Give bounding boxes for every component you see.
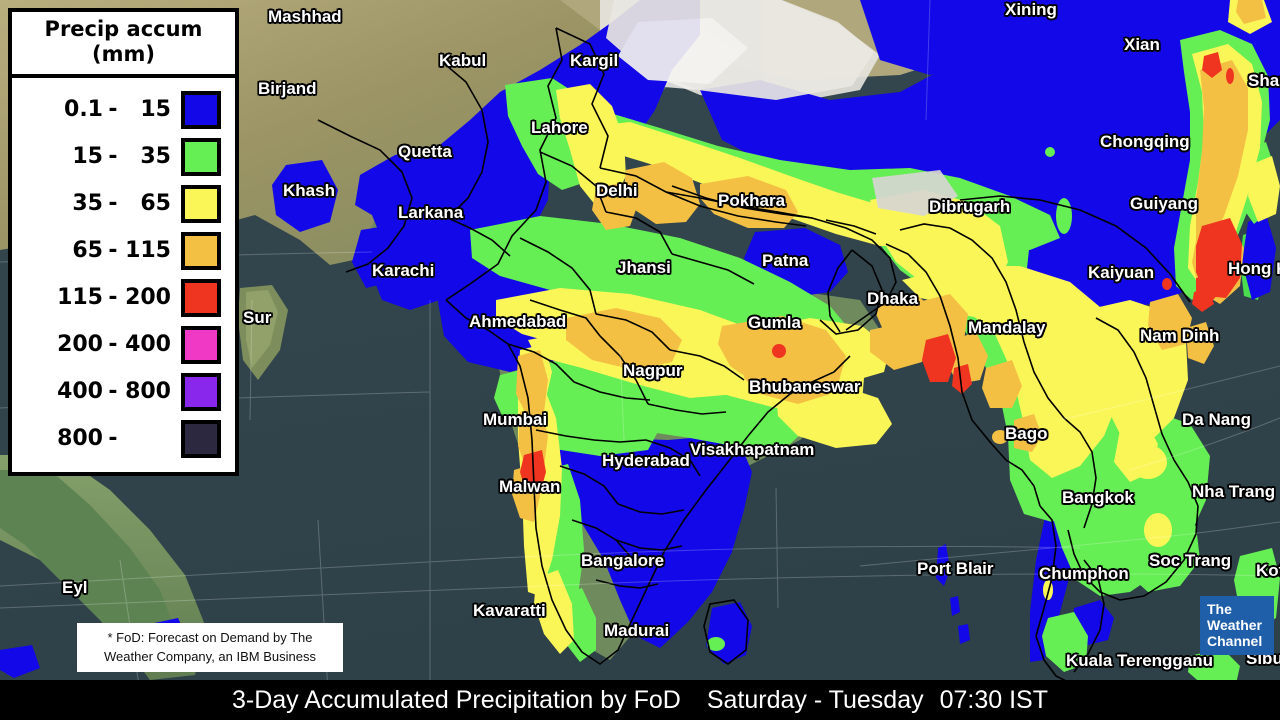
title-date-range: Saturday - Tuesday <box>706 685 924 714</box>
legend-range-dash: - <box>108 285 118 310</box>
legend-range-dash: - <box>108 332 118 357</box>
precip-band-orange <box>512 0 1266 522</box>
legend-color-swatch <box>181 231 221 270</box>
legend-color-swatch <box>181 278 221 317</box>
precip-band-red <box>520 52 1242 494</box>
legend-range-high: 115 <box>125 238 171 263</box>
footnote-line1: * FoD: Forecast on Demand by The <box>107 630 313 645</box>
legend-range-high: 400 <box>125 332 171 357</box>
legend-row: 800- <box>12 415 235 462</box>
legend-title-line1: Precip accum <box>44 17 203 41</box>
legend-range-high: 65 <box>140 191 171 216</box>
legend-row: 35-65 <box>12 180 235 227</box>
legend-row: 200-400 <box>12 321 235 368</box>
legend-title-line2: (mm) <box>92 42 155 66</box>
brand-line3: Channel <box>1207 633 1263 649</box>
legend-range-low: 200 <box>57 332 103 357</box>
legend-row: 15-35 <box>12 133 235 180</box>
brand-line2: Weather <box>1207 617 1262 633</box>
legend-rows: 0.1-15 15-35 35-65 65-115 115-200 200-400 400-… <box>12 78 235 472</box>
legend-range-text: 35-65 <box>47 191 171 216</box>
legend-color-swatch <box>181 90 221 129</box>
legend-range-low: 400 <box>57 379 103 404</box>
legend-range-low: 115 <box>57 285 103 310</box>
brand-line1: The <box>1207 601 1232 617</box>
legend-range-text: 115-200 <box>47 285 171 310</box>
legend-color-swatch <box>181 184 221 223</box>
title-main: 3-Day Accumulated Precipitation by FoD <box>231 685 681 714</box>
legend-range-text: 0.1-15 <box>47 97 171 122</box>
legend-range-high: 800 <box>125 379 171 404</box>
legend-range-text: 400-800 <box>47 379 171 404</box>
legend-range-text: 65-115 <box>47 238 171 263</box>
legend-range-text: 15-35 <box>47 144 171 169</box>
legend-range-low: 15 <box>72 144 103 169</box>
legend-range-dash: - <box>108 238 118 263</box>
legend-range-dash: - <box>108 144 118 169</box>
weather-channel-logo[interactable]: The Weather Channel <box>1200 596 1274 655</box>
legend-range-text: 200-400 <box>47 332 171 357</box>
legend-range-dash: - <box>108 426 118 451</box>
legend-color-swatch <box>181 137 221 176</box>
legend-row: 65-115 <box>12 227 235 274</box>
legend-row: 400-800 <box>12 368 235 415</box>
legend-range-text: 800- <box>47 426 171 451</box>
legend-range-low: 0.1 <box>64 97 103 122</box>
legend-title: Precip accum (mm) <box>12 12 235 78</box>
legend-range-low: 65 <box>72 238 103 263</box>
legend-range-dash: - <box>108 379 118 404</box>
snow-overlay <box>606 0 958 216</box>
footnote-line2: Weather Company, an IBM Business <box>104 649 316 664</box>
title-time: 07:30 IST <box>939 685 1049 714</box>
footnote-box: * FoD: Forecast on Demand by The Weather… <box>77 623 343 672</box>
bottom-title-bar: 3-Day Accumulated Precipitation by FoD S… <box>0 680 1280 720</box>
legend-range-low: 35 <box>72 191 103 216</box>
legend-panel: Precip accum (mm) 0.1-15 15-35 35-65 65-115… <box>8 8 239 476</box>
legend-range-dash: - <box>108 191 118 216</box>
legend-range-high: 35 <box>140 144 171 169</box>
legend-color-swatch <box>181 372 221 411</box>
legend-range-low: 800 <box>57 426 103 451</box>
legend-range-high: 15 <box>140 97 171 122</box>
political-borders <box>317 27 1199 685</box>
legend-row: 115-200 <box>12 274 235 321</box>
legend-range-high: 200 <box>125 285 171 310</box>
legend-color-swatch <box>181 325 221 364</box>
legend-row: 0.1-15 <box>12 86 235 133</box>
legend-color-swatch <box>181 419 221 458</box>
legend-range-dash: - <box>108 97 118 122</box>
